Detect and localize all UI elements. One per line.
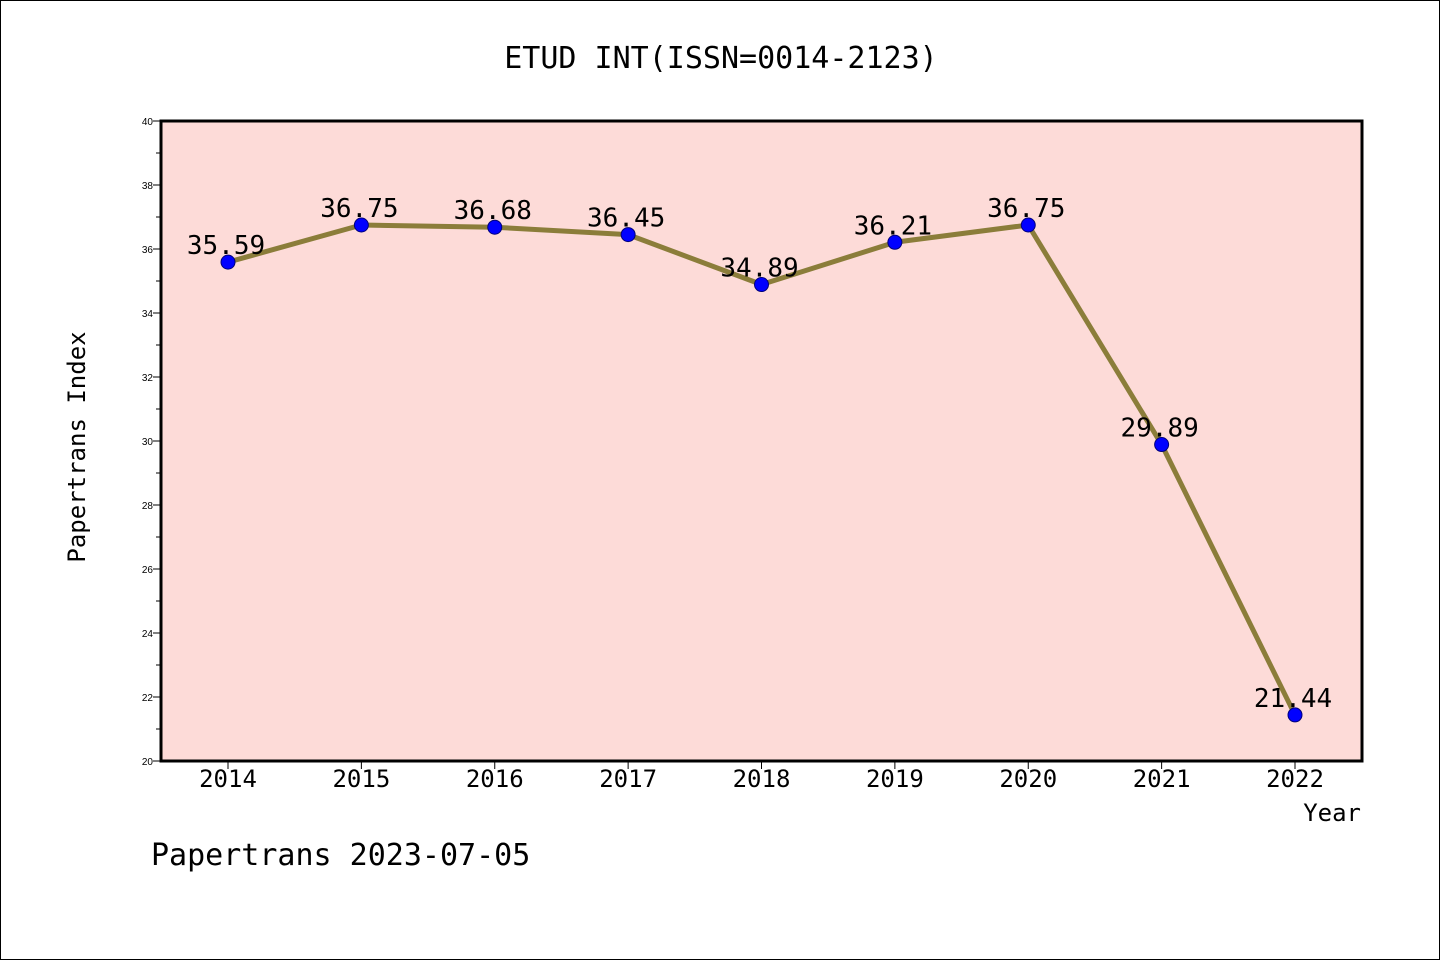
data-label: 36.75	[320, 194, 398, 224]
y-tick-label: 32	[142, 373, 154, 384]
chart-title: ETUD INT(ISSN=0014-2123)	[504, 41, 937, 76]
data-label: 36.21	[854, 211, 932, 241]
y-tick-label: 36	[142, 245, 154, 256]
x-tick-label: 2021	[1133, 765, 1191, 793]
x-tick-label: 2019	[866, 765, 924, 793]
data-label: 35.59	[187, 231, 265, 261]
y-tick-label: 28	[142, 501, 154, 512]
plot-border	[159, 119, 1364, 763]
data-label: 36.45	[587, 204, 665, 234]
y-tick-label: 38	[142, 181, 154, 192]
y-tick-label: 26	[142, 565, 154, 576]
data-label: 34.89	[720, 254, 798, 284]
data-point	[1020, 217, 1036, 233]
footer-text: Papertrans 2023-07-05	[151, 838, 530, 873]
x-tick-label: 2022	[1266, 765, 1324, 793]
data-point	[1154, 437, 1170, 453]
data-label: 21.44	[1254, 684, 1332, 714]
data-label: 36.75	[987, 194, 1065, 224]
data-point	[887, 234, 903, 250]
x-tick-label: 2017	[599, 765, 657, 793]
x-axis: 2014 2015 2016 2017 2018 2019 2020 2021 2022	[199, 761, 1324, 793]
series-line-group: 35.59 36.75 36.68 36.45 34.89 36.21 36.75 29.89…	[187, 194, 1332, 723]
y-tick-label: 40	[142, 117, 154, 128]
x-tick-label: 2018	[733, 765, 791, 793]
x-axis-label: Year	[1303, 799, 1361, 827]
data-point	[487, 219, 503, 235]
y-tick-label: 20	[142, 757, 154, 768]
y-tick-label: 34	[142, 309, 154, 320]
data-point	[620, 227, 636, 243]
data-label: 36.68	[454, 196, 532, 226]
data-point	[220, 254, 236, 270]
x-tick-label: 2016	[466, 765, 524, 793]
x-tick-label: 2015	[332, 765, 390, 793]
data-label: 29.89	[1120, 414, 1198, 444]
data-point	[353, 217, 369, 233]
x-tick-label: 2020	[999, 765, 1057, 793]
y-tick-label: 24	[142, 629, 154, 640]
y-tick-label: 30	[142, 437, 154, 448]
y-tick-label: 22	[142, 693, 154, 704]
data-point	[1287, 707, 1303, 723]
y-axis: 20 22 24 26 28 30 32 34 36 38 40	[142, 117, 161, 768]
data-point	[754, 277, 769, 293]
x-tick-label: 2014	[199, 765, 257, 793]
y-axis-label: Papertrans Index	[63, 331, 91, 562]
